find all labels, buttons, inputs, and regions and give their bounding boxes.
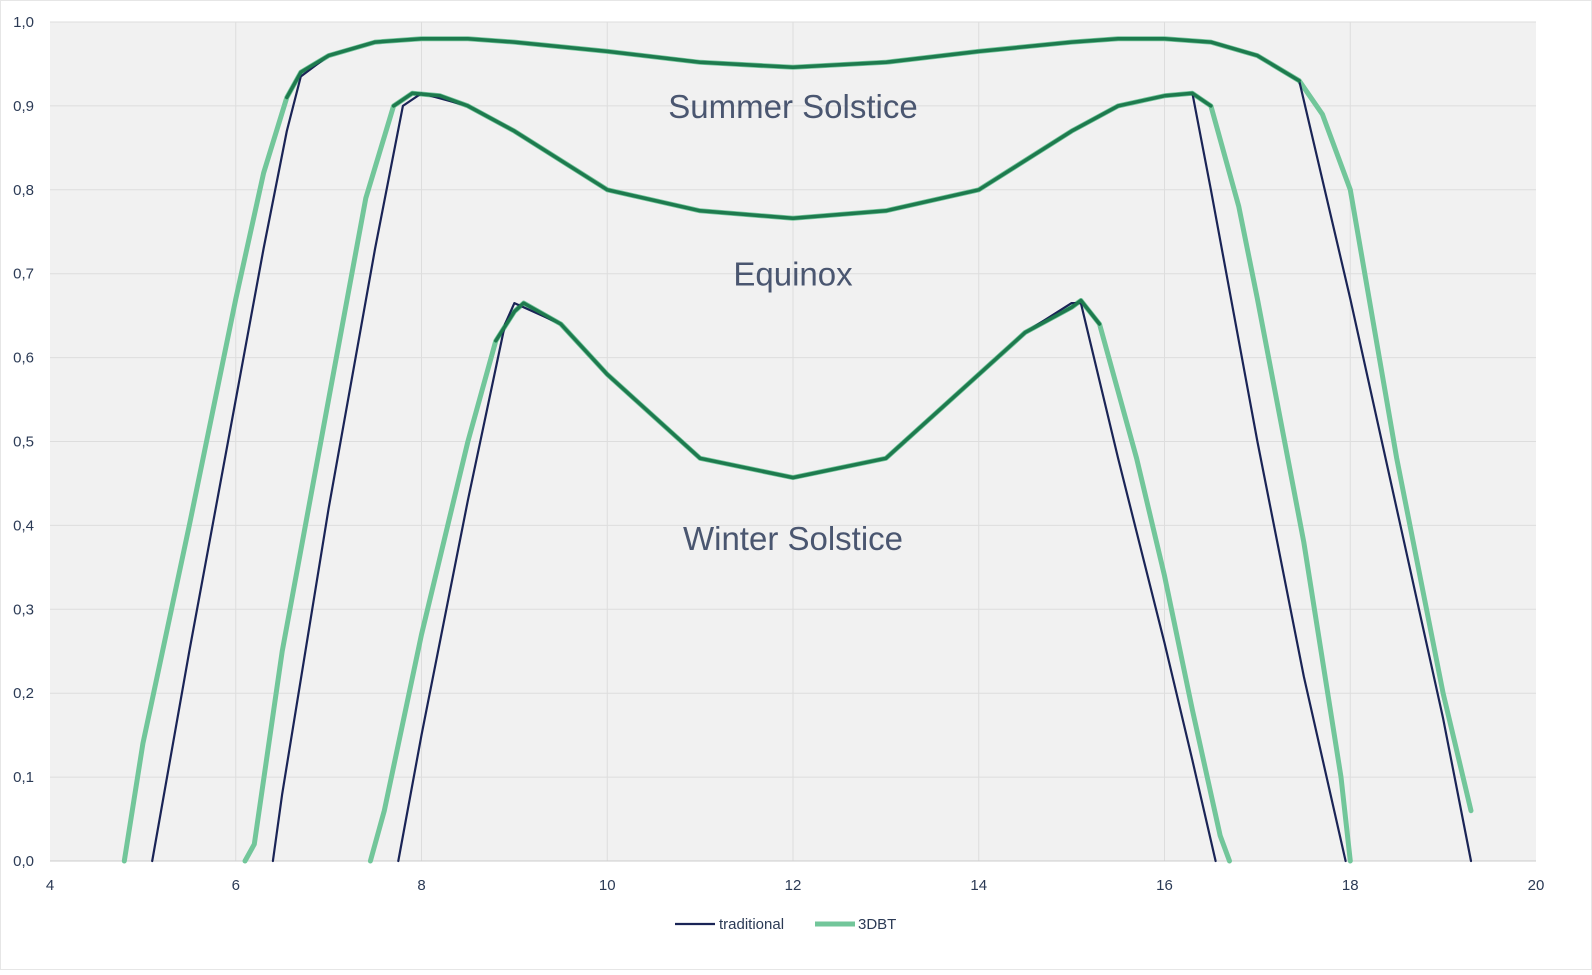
x-tick-label: 20 xyxy=(1528,877,1545,894)
y-tick-label: 0,0 xyxy=(13,853,34,870)
y-tick-label: 0,2 xyxy=(13,685,34,702)
x-tick-label: 4 xyxy=(46,877,54,894)
x-tick-label: 8 xyxy=(417,877,425,894)
y-tick-label: 0,9 xyxy=(13,98,34,115)
y-tick-label: 1,0 xyxy=(13,14,34,31)
overlap-line-winter-solstice xyxy=(494,298,1102,480)
y-tick-label: 0,7 xyxy=(13,266,34,283)
overlap-line-summer-solstice xyxy=(285,37,1301,100)
x-tick-label: 16 xyxy=(1156,877,1173,894)
annotation-equinox: Equinox xyxy=(733,256,853,293)
legend-label-traditional: traditional xyxy=(719,916,784,933)
overlap-line-equinox xyxy=(391,91,1213,221)
y-tick-label: 0,5 xyxy=(13,434,34,451)
y-tick-label: 0,1 xyxy=(13,769,34,786)
x-tick-label: 6 xyxy=(232,877,240,894)
legend-label-3dbt: 3DBT xyxy=(858,916,896,933)
x-tick-label: 10 xyxy=(599,877,616,894)
y-tick-label: 0,3 xyxy=(13,601,34,618)
x-tick-label: 12 xyxy=(785,877,802,894)
x-tick-label: 14 xyxy=(970,877,987,894)
x-tick-label: 18 xyxy=(1342,877,1359,894)
y-tick-label: 0,8 xyxy=(13,182,34,199)
y-tick-label: 0,4 xyxy=(13,517,34,534)
annotation-summer-solstice: Summer Solstice xyxy=(668,88,917,125)
annotation-winter-solstice: Winter Solstice xyxy=(683,520,903,557)
y-tick-label: 0,6 xyxy=(13,350,34,367)
